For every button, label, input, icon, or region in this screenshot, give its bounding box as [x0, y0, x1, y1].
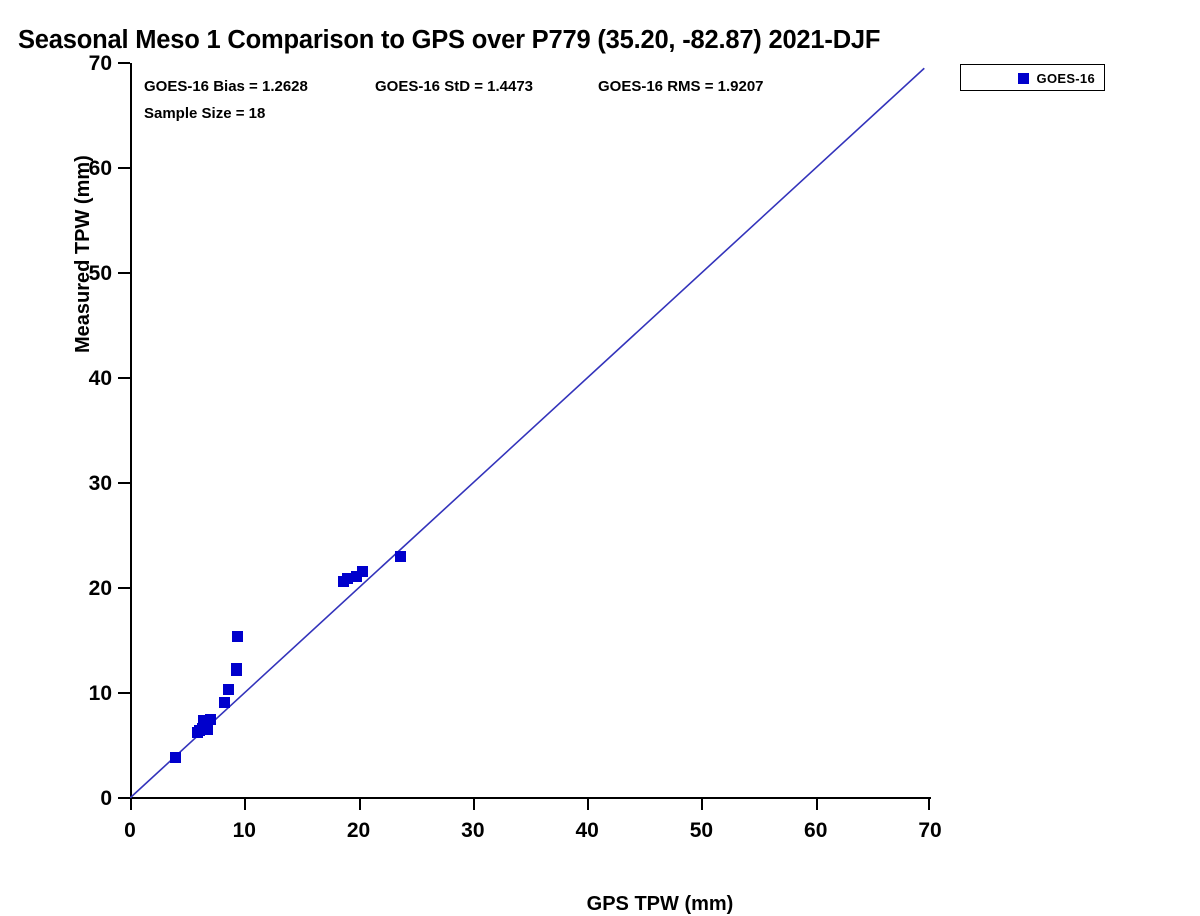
stat-sample-size: Sample Size = 18 — [144, 105, 266, 122]
data-point — [341, 573, 353, 585]
y-tick — [118, 482, 130, 484]
x-tick — [130, 798, 132, 810]
scatter-series-goes-16 — [130, 63, 930, 798]
y-axis-title: Measured TPW (mm) — [72, 155, 94, 353]
y-axis-line — [130, 63, 132, 799]
x-tick — [244, 798, 247, 810]
y-tick — [118, 692, 130, 694]
y-tick-label: 50 — [88, 262, 112, 285]
legend-marker-goes-16 — [1018, 73, 1029, 84]
x-tick-label: 20 — [346, 819, 371, 842]
x-tick — [587, 798, 590, 810]
y-tick — [118, 587, 130, 589]
data-point — [350, 570, 362, 582]
stat-rms: GOES-16 RMS = 1.9207 — [598, 78, 764, 95]
x-tick — [472, 798, 475, 810]
y-tick — [118, 167, 130, 169]
y-tick-label: 40 — [88, 367, 112, 390]
y-tick-label: 30 — [88, 472, 112, 495]
x-tick-label: 70 — [918, 819, 942, 842]
x-tick-label: 60 — [804, 819, 828, 842]
y-tick-label: 0 — [100, 787, 112, 810]
page-title: Seasonal Meso 1 Comparison to GPS over P… — [18, 26, 881, 54]
plot-area: 0 10 20 30 40 50 60 70 0 10 20 30 40 50 60 70 GOES-16 … — [72, 53, 942, 915]
data-point — [356, 565, 368, 577]
y-tick-label: 60 — [88, 157, 112, 180]
x-tick-label: 50 — [689, 819, 714, 842]
data-point — [395, 551, 407, 562]
x-axis-title: GPS TPW (mm) — [586, 893, 734, 915]
x-tick-label: 40 — [575, 819, 599, 842]
stat-std: GOES-16 StD = 1.4473 — [375, 78, 533, 95]
y-tick — [118, 62, 130, 64]
y-tick — [118, 377, 130, 379]
y-tick — [118, 272, 130, 274]
x-tick-label: 10 — [232, 819, 256, 842]
y-tick-label: 20 — [88, 577, 112, 600]
data-point — [170, 751, 182, 763]
x-tick — [701, 798, 704, 810]
x-tick-label: 30 — [461, 819, 485, 842]
y-tick-label: 10 — [88, 682, 112, 705]
legend: GOES-16 — [960, 64, 1105, 91]
x-tick — [358, 798, 361, 810]
y-tick — [118, 797, 130, 799]
x-tick — [815, 798, 818, 810]
data-point — [219, 696, 231, 708]
stat-bias: GOES-16 Bias = 1.2628 — [144, 78, 308, 95]
data-point — [230, 663, 242, 675]
data-point — [198, 716, 210, 728]
y-tick-label: 70 — [88, 52, 112, 75]
data-point — [204, 713, 216, 725]
x-tick-label: 0 — [124, 819, 136, 842]
legend-label-goes-16: GOES-16 — [1036, 71, 1095, 86]
data-point — [222, 684, 234, 696]
one-to-one-reference-line — [129, 67, 925, 799]
data-point — [231, 630, 243, 642]
data-point — [202, 724, 214, 736]
x-axis-line — [130, 797, 931, 799]
x-tick — [928, 798, 930, 810]
